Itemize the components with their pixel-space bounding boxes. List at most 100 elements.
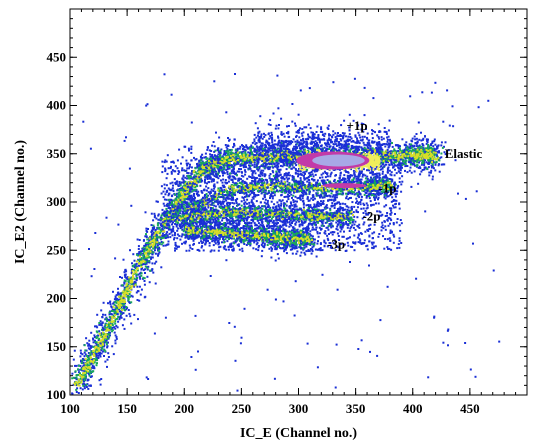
data-point [388, 169, 391, 172]
data-point [135, 271, 138, 274]
data-point [249, 151, 252, 154]
data-point [205, 157, 208, 160]
data-point [251, 141, 254, 144]
data-point [123, 305, 126, 308]
data-point [211, 164, 214, 167]
data-point [430, 153, 433, 156]
data-point [198, 179, 201, 182]
data-point [151, 238, 154, 241]
data-point [117, 315, 120, 318]
data-point [105, 317, 108, 320]
data-point [78, 381, 80, 384]
data-point [137, 252, 140, 255]
data-point [147, 256, 150, 259]
data-point [146, 250, 149, 253]
data-point [410, 171, 413, 174]
data-point [311, 173, 314, 176]
data-point [74, 383, 77, 386]
data-point [371, 173, 374, 176]
data-point [129, 279, 132, 282]
data-point [123, 294, 126, 297]
data-point [92, 353, 95, 355]
data-point [195, 158, 198, 161]
data-point [326, 139, 329, 142]
data-point [234, 149, 237, 152]
data-point [328, 148, 331, 150]
data-point [246, 147, 249, 150]
data-point [438, 170, 441, 173]
data-point [124, 275, 127, 278]
data-point [92, 345, 95, 348]
data-point [269, 135, 272, 138]
data-point [188, 165, 191, 168]
data-point [386, 152, 389, 154]
data-point [187, 195, 189, 198]
data-point [394, 144, 397, 147]
data-point [233, 138, 236, 141]
data-point [326, 175, 329, 178]
data-point [369, 166, 372, 169]
data-point [206, 148, 209, 151]
data-point [117, 295, 120, 298]
data-point [146, 259, 149, 262]
data-point [224, 153, 227, 156]
data-point [229, 160, 232, 162]
data-point [260, 172, 263, 175]
data-point [104, 318, 107, 321]
data-point [249, 162, 252, 165]
data-point [84, 376, 87, 379]
data-point [147, 251, 150, 254]
data-point [183, 203, 186, 206]
data-point [85, 337, 88, 340]
data-point [376, 152, 378, 155]
data-point [275, 170, 278, 173]
data-point [256, 134, 259, 137]
data-point [279, 152, 282, 155]
data-point [114, 339, 117, 342]
data-point [145, 235, 148, 238]
data-point [118, 318, 121, 321]
data-point [114, 300, 117, 303]
data-point [83, 344, 86, 347]
data-point [409, 149, 411, 152]
data-point [277, 136, 280, 139]
data-point [236, 149, 239, 152]
data-point [138, 254, 141, 257]
data-point [108, 313, 111, 316]
data-point [130, 268, 133, 271]
data-point [294, 171, 297, 174]
data-point [289, 150, 292, 153]
data-point [151, 230, 154, 233]
data-point [285, 146, 288, 149]
data-point [228, 159, 231, 162]
data-point [102, 313, 104, 316]
data-point [148, 247, 151, 250]
data-point [379, 155, 382, 158]
data-point [172, 227, 175, 230]
data-point [220, 148, 223, 151]
data-point [173, 204, 175, 207]
data-point [98, 323, 101, 326]
data-point [108, 333, 111, 336]
data-point [230, 166, 233, 169]
data-point [250, 144, 253, 147]
data-point [193, 184, 196, 187]
data-point [332, 149, 335, 152]
data-point [157, 253, 160, 256]
data-point [133, 280, 136, 283]
data-point [247, 159, 250, 162]
data-point [170, 231, 173, 234]
data-point [157, 214, 160, 217]
data-point [430, 159, 433, 162]
data-point [145, 251, 148, 254]
data-point [369, 148, 372, 151]
data-point [140, 274, 143, 277]
data-point [96, 313, 99, 316]
data-point [138, 239, 141, 241]
data-point [352, 169, 355, 172]
data-point [103, 349, 106, 352]
data-point [178, 181, 181, 183]
data-point [123, 306, 125, 309]
data-point [191, 196, 194, 199]
data-point [219, 149, 222, 152]
